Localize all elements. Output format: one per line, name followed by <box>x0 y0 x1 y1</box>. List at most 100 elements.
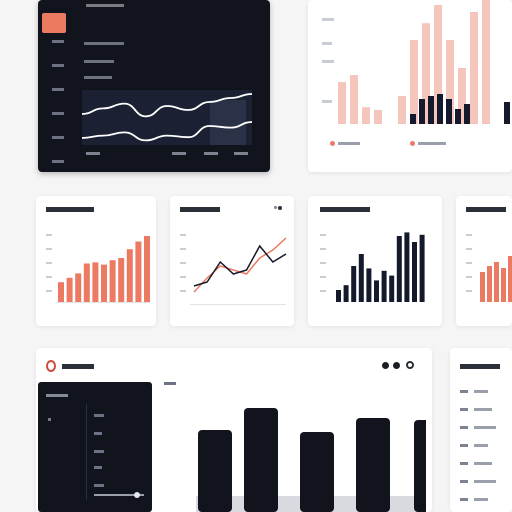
bar <box>414 420 426 512</box>
subpanel-row[interactable] <box>94 414 104 417</box>
y-tick <box>46 262 52 264</box>
bar-dark <box>419 99 425 124</box>
bar <box>126 249 133 302</box>
bar-soft <box>434 5 442 124</box>
line-series-b <box>193 244 287 287</box>
bar <box>508 256 512 302</box>
y-tick <box>466 262 472 264</box>
sidebar-marker[interactable] <box>52 160 64 163</box>
y-tick <box>46 290 52 292</box>
bar-soft <box>446 40 454 124</box>
mini-card-1 <box>36 196 156 326</box>
bar-soft <box>410 40 418 124</box>
bar-soft <box>470 12 478 124</box>
list-item[interactable] <box>460 480 508 484</box>
list-item[interactable] <box>460 426 508 430</box>
list-item[interactable] <box>460 444 508 448</box>
bar-soft <box>362 107 370 124</box>
y-tick <box>466 290 472 292</box>
y-tick <box>180 262 186 264</box>
bar-soft <box>482 0 490 125</box>
mini-card-2 <box>170 196 294 326</box>
subpanel-row[interactable] <box>94 450 104 453</box>
mini-card-title <box>46 207 94 212</box>
hero-label-row <box>84 42 124 45</box>
panel-actions <box>382 361 416 371</box>
list-item-key <box>460 462 468 465</box>
y-tick <box>466 234 472 236</box>
bottom-list-panel <box>450 348 512 512</box>
bar <box>144 236 150 302</box>
action-dot-icon[interactable] <box>393 362 400 369</box>
subpanel-title <box>46 394 68 397</box>
bar <box>389 275 395 302</box>
list-item[interactable] <box>460 408 508 412</box>
list-item-value <box>474 408 492 411</box>
mini-card-title <box>466 207 506 212</box>
bar-dark <box>410 114 416 124</box>
bar-soft <box>350 75 358 124</box>
list-item[interactable] <box>460 390 508 394</box>
more-dots-icon[interactable] <box>274 206 282 211</box>
list-item-key <box>460 498 468 501</box>
y-tick <box>180 248 186 250</box>
mini-line-chart <box>180 234 287 305</box>
top-right-y-label <box>322 60 334 63</box>
bar <box>404 232 410 302</box>
subpanel-row[interactable] <box>94 432 102 435</box>
bottom-dark-subpanel <box>38 382 152 512</box>
bar <box>419 234 425 302</box>
hero-line-chart <box>82 90 252 145</box>
hero-accent-square <box>42 13 66 33</box>
list-item-value <box>474 426 496 429</box>
bar <box>101 264 107 302</box>
hero-label-row <box>84 76 112 79</box>
list-item-key <box>460 408 468 411</box>
top-right-chart-card <box>308 0 512 172</box>
list-item-key <box>460 426 468 429</box>
top-right-legend <box>330 140 500 148</box>
mini-card-4 <box>456 196 512 326</box>
mini-bar-chart <box>466 234 512 302</box>
y-tick <box>46 248 52 250</box>
slider-thumb[interactable] <box>134 492 140 498</box>
list-item[interactable] <box>460 498 508 502</box>
y-tick <box>180 290 186 292</box>
subpanel-row[interactable] <box>94 466 102 469</box>
y-tick <box>180 276 186 278</box>
sidebar-marker[interactable] <box>52 40 64 43</box>
highlight-region <box>210 100 246 145</box>
bar <box>109 260 116 302</box>
bar-dark <box>455 109 461 124</box>
list-item[interactable] <box>460 462 508 466</box>
hero-sidebar <box>52 40 64 163</box>
bar <box>75 273 82 302</box>
sidebar-marker[interactable] <box>52 64 64 67</box>
top-right-y-label <box>322 42 332 45</box>
list-item-key <box>460 480 468 483</box>
subpanel-row[interactable] <box>94 484 104 487</box>
bar <box>92 262 99 302</box>
sidebar-marker[interactable] <box>52 112 64 115</box>
bar-soft <box>422 23 430 125</box>
bar-soft <box>458 68 466 124</box>
mini-card-3 <box>308 196 442 326</box>
bar-soft <box>374 110 382 124</box>
bar <box>244 408 278 512</box>
action-dot-icon[interactable] <box>382 362 389 369</box>
bar-soft <box>398 96 406 124</box>
sidebar-marker[interactable] <box>52 136 64 139</box>
bar-dark <box>428 96 434 124</box>
bar <box>356 418 390 512</box>
bar <box>336 290 341 302</box>
y-tick <box>180 234 186 236</box>
mini-card-title <box>320 207 370 212</box>
bar <box>351 266 357 302</box>
bar-dark <box>504 102 510 124</box>
y-tick <box>320 290 326 292</box>
sidebar-marker[interactable] <box>52 88 64 91</box>
settings-icon[interactable] <box>406 361 414 369</box>
slider-track[interactable] <box>94 494 144 496</box>
bar <box>66 277 73 302</box>
bar <box>494 262 499 302</box>
